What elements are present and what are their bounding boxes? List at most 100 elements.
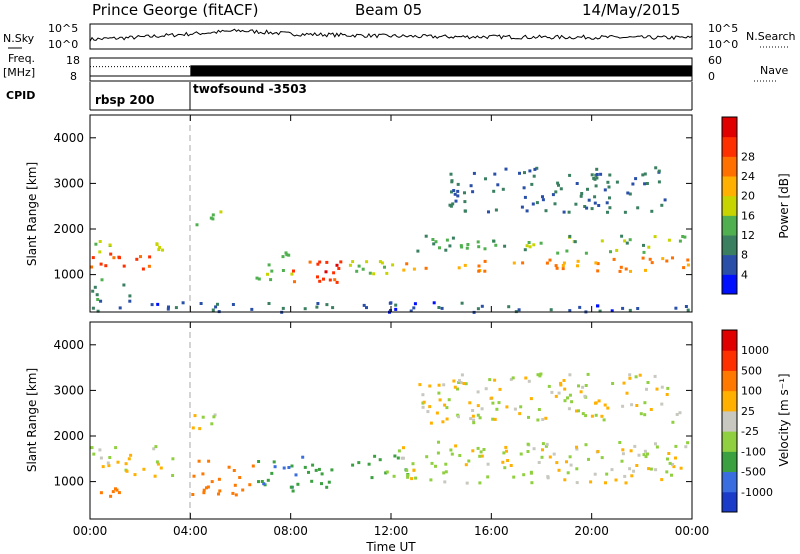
heatmap-cell xyxy=(450,190,453,194)
heatmap-cell xyxy=(212,415,216,419)
heatmap-cell xyxy=(568,173,572,177)
heatmap-cell xyxy=(575,467,579,471)
heatmap-cell xyxy=(260,480,264,483)
heatmap-cell xyxy=(642,243,645,247)
heatmap-cell xyxy=(596,304,599,308)
heatmap-cell xyxy=(411,462,415,466)
heatmap-cell xyxy=(412,306,416,310)
colorbar-swatch xyxy=(722,491,737,513)
heatmap-cell xyxy=(372,272,376,276)
heatmap-cell xyxy=(579,194,583,198)
heatmap-cell xyxy=(150,303,154,307)
heatmap-cell xyxy=(471,414,475,418)
heatmap-cell xyxy=(565,249,569,253)
heatmap-cell xyxy=(357,264,361,268)
heatmap-cell xyxy=(603,188,607,192)
colorbar-swatch xyxy=(722,235,737,256)
heatmap-cell xyxy=(467,459,471,463)
colorbar-swatch xyxy=(722,410,737,432)
heatmap-cell xyxy=(218,489,222,493)
heatmap-cell xyxy=(484,387,488,391)
heatmap-cell xyxy=(385,271,389,275)
heatmap-cell xyxy=(597,204,601,207)
heatmap-cell xyxy=(486,462,490,466)
power-panel-frame xyxy=(89,114,693,313)
heatmap-cell xyxy=(106,461,110,465)
xtick-label: 20:00 xyxy=(574,524,609,538)
heatmap-cell xyxy=(281,306,285,310)
heatmap-cell xyxy=(666,386,670,390)
heatmap-cell xyxy=(171,457,175,461)
colorbar-tick-label: 16 xyxy=(741,209,755,222)
heatmap-cell xyxy=(643,182,647,186)
freq-left-label: Freq. xyxy=(8,52,35,65)
heatmap-cell xyxy=(428,405,432,409)
heatmap-cell xyxy=(115,488,119,492)
freq-left-tick-bottom: 8 xyxy=(70,70,77,83)
heatmap-cell xyxy=(575,447,579,451)
heatmap-cell xyxy=(281,269,285,272)
heatmap-cell xyxy=(453,192,457,196)
heatmap-cell xyxy=(589,480,593,484)
heatmap-cell xyxy=(529,397,533,401)
heatmap-cell xyxy=(438,246,441,250)
heatmap-cell xyxy=(655,445,659,449)
heatmap-cell xyxy=(331,306,335,310)
heatmap-cell xyxy=(380,261,384,265)
heatmap-cell xyxy=(445,417,449,421)
heatmap-cell xyxy=(610,309,614,313)
heatmap-cell xyxy=(523,195,527,199)
heatmap-cell xyxy=(133,473,137,477)
heatmap-cell xyxy=(159,466,163,470)
heatmap-cell xyxy=(476,390,480,394)
heatmap-cell xyxy=(303,307,307,311)
heatmap-cell xyxy=(147,264,151,268)
heatmap-cell xyxy=(584,251,588,255)
heatmap-cell xyxy=(320,482,323,486)
noise-trace xyxy=(89,28,693,42)
heatmap-cell xyxy=(686,263,690,267)
heatmap-cell xyxy=(580,192,584,195)
heatmap-cell xyxy=(541,198,545,202)
freq-left-unit: [MHz] xyxy=(3,66,35,79)
heatmap-cell xyxy=(541,442,545,446)
heatmap-cell xyxy=(325,303,329,307)
heatmap-cell xyxy=(214,305,218,309)
heatmap-cell xyxy=(532,174,536,178)
heatmap-cell xyxy=(684,305,688,308)
heatmap-cell xyxy=(661,257,665,261)
heatmap-cell xyxy=(561,264,565,267)
heatmap-cell xyxy=(315,305,319,309)
heatmap-cell xyxy=(108,456,112,459)
colorbar-swatch xyxy=(722,156,737,177)
noise-panel: N.Sky 10^5 10^0 10^5 10^0 N.Search xyxy=(3,22,796,51)
heatmap-cell xyxy=(402,268,406,272)
station-title: Prince George (fitACF) xyxy=(92,1,258,19)
heatmap-cell xyxy=(478,481,482,485)
heatmap-cell xyxy=(158,245,162,249)
heatmap-cell xyxy=(456,189,460,193)
heatmap-cell xyxy=(442,383,446,387)
heatmap-cell xyxy=(109,494,113,498)
heatmap-cell xyxy=(559,381,563,385)
heatmap-cell xyxy=(620,459,624,463)
heatmap-cell xyxy=(522,473,526,477)
heatmap-cell xyxy=(410,477,414,481)
heatmap-cell xyxy=(575,409,578,413)
heatmap-cell xyxy=(606,180,610,184)
heatmap-cell xyxy=(603,403,607,407)
heatmap-cell xyxy=(107,464,111,468)
noise-sky-line xyxy=(89,28,693,42)
heatmap-cell xyxy=(478,454,482,458)
heatmap-cell xyxy=(273,465,277,469)
heatmap-cell xyxy=(466,243,470,246)
heatmap-cell xyxy=(643,449,647,453)
heatmap-cell xyxy=(155,460,159,464)
heatmap-cell xyxy=(486,475,490,479)
heatmap-cell xyxy=(90,265,94,269)
heatmap-cell xyxy=(362,303,366,307)
heatmap-cell xyxy=(548,455,552,459)
heatmap-cell xyxy=(541,418,545,421)
heatmap-cell xyxy=(482,448,486,451)
velocity-ylabel: Slant Range [km] xyxy=(25,368,39,472)
